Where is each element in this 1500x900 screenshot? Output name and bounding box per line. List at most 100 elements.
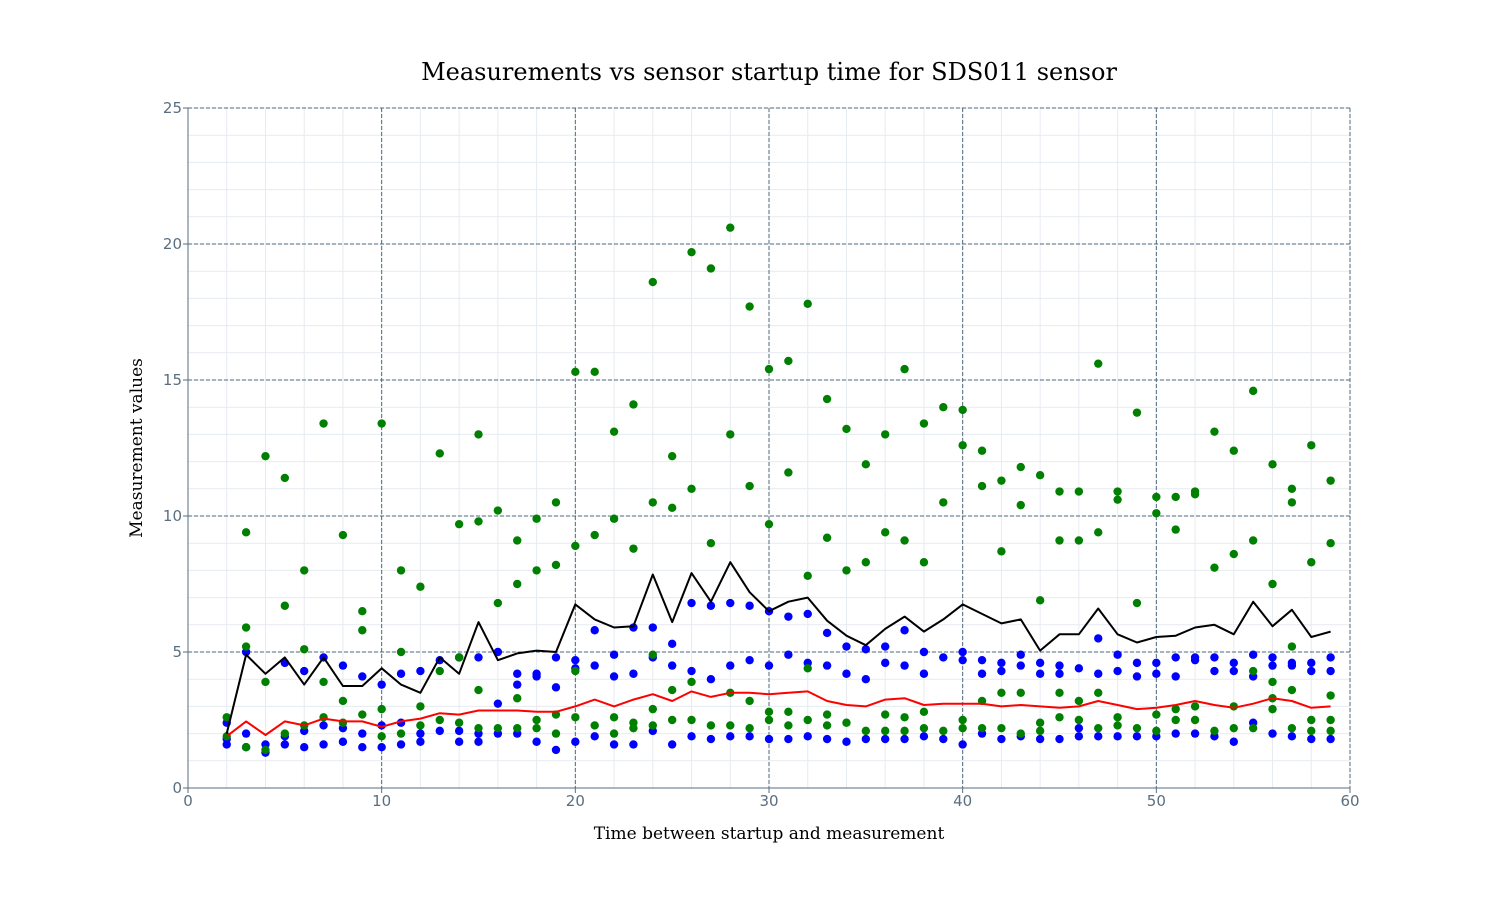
data-point xyxy=(261,745,270,755)
data-point xyxy=(861,645,871,654)
data-point xyxy=(648,721,657,730)
data-point xyxy=(1094,669,1103,678)
data-point xyxy=(842,669,851,678)
data-point xyxy=(1268,579,1277,589)
data-point xyxy=(280,601,290,610)
data-point xyxy=(1055,713,1064,722)
data-point xyxy=(609,650,619,659)
data-point xyxy=(1248,536,1258,545)
data-point xyxy=(1210,666,1219,676)
data-point xyxy=(997,723,1006,733)
data-point xyxy=(609,427,619,436)
data-point xyxy=(1132,723,1142,733)
x-tick-label: 20 xyxy=(566,792,585,810)
data-point xyxy=(706,264,716,273)
data-point xyxy=(687,732,696,741)
data-point xyxy=(435,726,444,736)
data-point xyxy=(513,669,522,678)
y-axis-label: Measurement values xyxy=(127,358,147,538)
x-tick-labels: 0 10 20 30 40 50 60 xyxy=(183,792,1359,810)
data-point xyxy=(803,664,812,673)
data-point xyxy=(822,661,832,670)
data-point xyxy=(726,223,735,232)
data-point xyxy=(319,721,328,730)
data-point xyxy=(1094,732,1103,741)
data-point xyxy=(416,582,425,591)
data-point xyxy=(493,598,503,608)
data-point xyxy=(822,628,832,638)
data-point xyxy=(454,718,464,727)
data-point xyxy=(900,626,909,635)
data-point xyxy=(1171,715,1180,725)
data-point xyxy=(1210,726,1219,736)
data-point xyxy=(900,661,909,670)
data-point xyxy=(1229,737,1239,746)
data-point xyxy=(1035,658,1045,668)
data-point xyxy=(1094,634,1103,643)
data-point xyxy=(1287,732,1297,741)
data-point xyxy=(590,530,599,540)
data-point xyxy=(822,533,832,542)
data-point xyxy=(726,721,735,730)
data-point xyxy=(764,734,774,744)
data-point xyxy=(571,367,580,377)
data-point xyxy=(648,650,657,659)
data-point xyxy=(571,655,580,665)
data-point xyxy=(706,721,716,730)
data-point xyxy=(609,514,619,523)
data-point xyxy=(571,541,580,551)
data-point xyxy=(1307,734,1316,744)
data-point xyxy=(1307,441,1316,450)
data-point xyxy=(977,446,987,455)
data-point xyxy=(571,737,580,746)
data-point xyxy=(881,726,890,736)
data-point xyxy=(1113,666,1122,676)
data-point xyxy=(474,653,483,662)
data-point xyxy=(745,601,754,610)
data-point xyxy=(997,688,1006,697)
data-point xyxy=(842,737,851,746)
data-point xyxy=(435,449,444,458)
data-point xyxy=(629,723,638,733)
data-point xyxy=(435,715,444,725)
data-point xyxy=(1094,359,1103,368)
data-point xyxy=(261,677,270,687)
data-point xyxy=(1307,666,1316,676)
data-point xyxy=(939,653,948,662)
data-point xyxy=(667,451,677,461)
data-point xyxy=(300,566,309,575)
data-point xyxy=(551,745,561,755)
data-point xyxy=(1094,688,1103,697)
data-point xyxy=(822,734,832,744)
data-point xyxy=(1035,669,1045,678)
data-point xyxy=(784,356,793,366)
data-point xyxy=(1113,650,1122,659)
data-point xyxy=(1074,723,1084,733)
data-point xyxy=(1171,672,1180,681)
data-point xyxy=(648,704,657,714)
data-point xyxy=(919,419,929,428)
data-point xyxy=(1016,688,1025,697)
data-point xyxy=(667,715,677,725)
data-point xyxy=(1326,539,1335,548)
data-point xyxy=(513,579,522,589)
data-point xyxy=(1326,726,1335,736)
data-point xyxy=(590,626,599,635)
data-point xyxy=(1287,498,1297,507)
data-point xyxy=(648,498,657,507)
data-point xyxy=(726,732,735,741)
data-point xyxy=(745,302,754,311)
data-point xyxy=(881,642,890,651)
data-point xyxy=(939,726,948,736)
data-point xyxy=(1229,446,1239,455)
data-point xyxy=(1210,653,1219,662)
data-point xyxy=(939,498,948,507)
data-point xyxy=(881,658,890,668)
data-point xyxy=(1113,495,1122,504)
data-point xyxy=(1152,726,1161,736)
data-point xyxy=(842,642,851,651)
data-point xyxy=(687,598,696,608)
data-point xyxy=(300,645,309,654)
x-tick-label: 50 xyxy=(1147,792,1166,810)
